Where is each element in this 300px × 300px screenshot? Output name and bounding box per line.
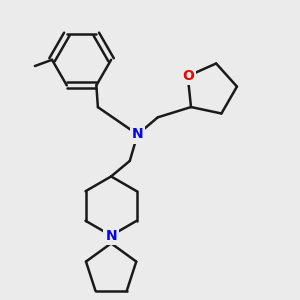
Text: N: N — [132, 128, 143, 141]
Text: O: O — [182, 69, 194, 83]
Text: N: N — [105, 229, 117, 242]
